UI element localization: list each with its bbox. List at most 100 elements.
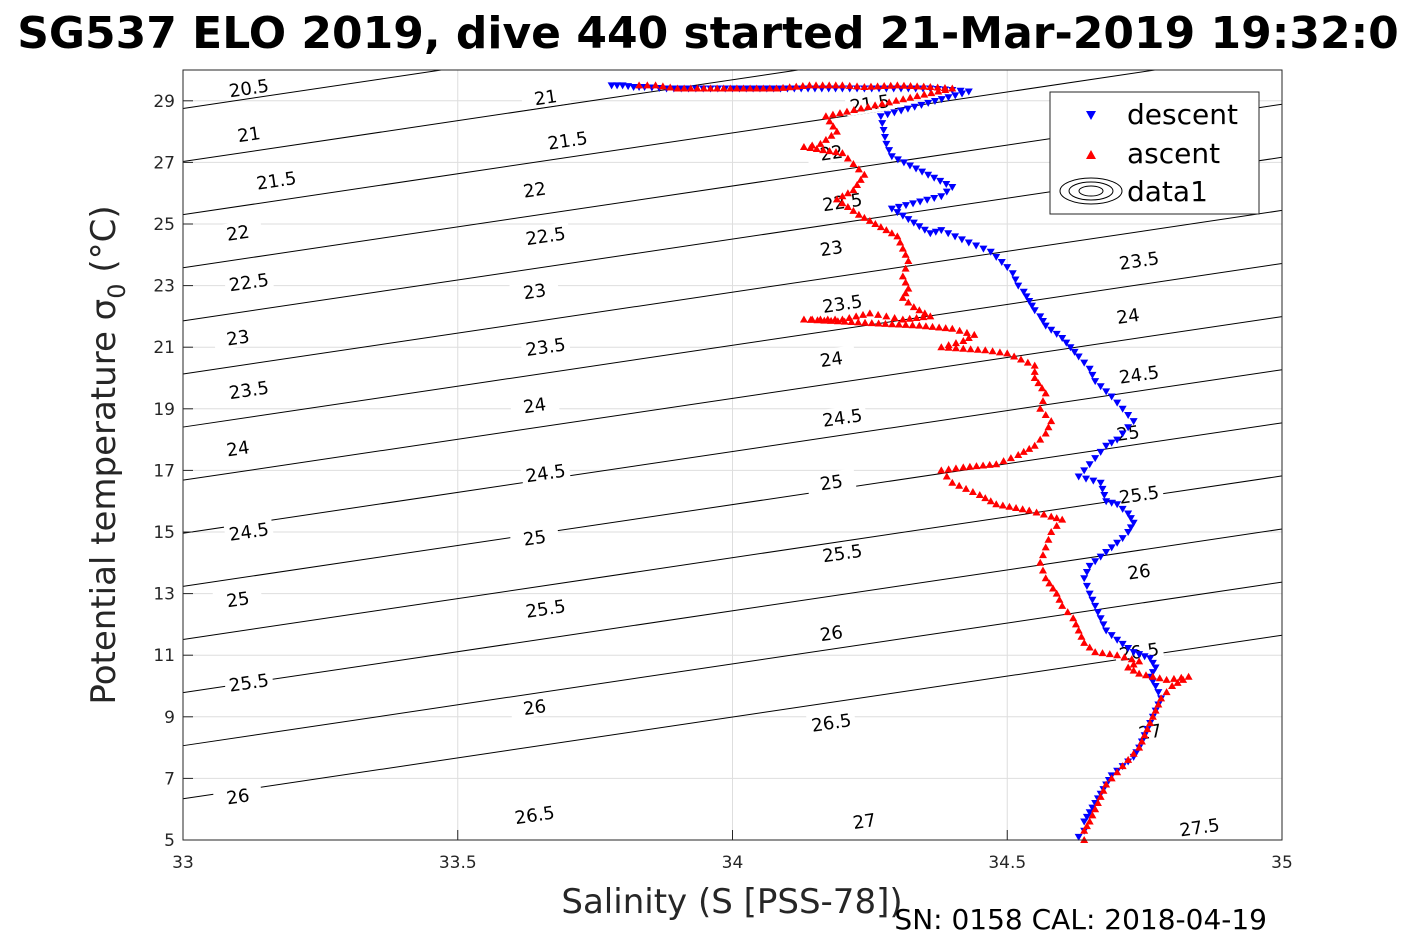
descent-point <box>1148 659 1157 667</box>
y-axis-label-subscript: 0 <box>103 283 131 298</box>
ascent-point <box>1129 666 1138 674</box>
descent-point <box>904 216 913 224</box>
descent-point <box>1008 270 1017 278</box>
ascent-point <box>898 293 907 301</box>
descent-point <box>1019 288 1028 296</box>
descent-point <box>1140 653 1149 661</box>
ascent-point <box>1032 508 1041 516</box>
ascent-point <box>843 203 852 211</box>
contour-label-bg <box>817 289 868 317</box>
ascent-point <box>941 86 950 94</box>
contour-label-bg <box>520 459 571 486</box>
ascent-point <box>1034 379 1043 387</box>
ascent-point <box>1129 660 1138 668</box>
descent-point <box>1126 524 1135 532</box>
ascent-point <box>658 82 667 90</box>
ascent-point <box>887 229 896 237</box>
contour-label: 22 <box>522 179 548 203</box>
descent-point <box>951 92 960 100</box>
ascent-point <box>1113 768 1122 776</box>
ascent-point <box>1003 349 1012 357</box>
ascent-point <box>847 318 856 326</box>
descent-point <box>1088 804 1097 812</box>
x-axis-label: Salinity (S [PSS-78]) <box>561 882 902 922</box>
y-tick-label: 7 <box>164 769 175 789</box>
ascent-point <box>871 220 880 227</box>
ascent-point <box>850 106 859 114</box>
descent-point <box>917 101 926 109</box>
descent-point <box>1088 371 1097 379</box>
ascent-point <box>995 348 1004 356</box>
ascent-point <box>843 189 852 197</box>
descent-point <box>879 127 888 135</box>
ascent-point <box>1047 512 1056 520</box>
contour-label-bg <box>223 517 275 545</box>
descent-point <box>948 184 957 192</box>
ascent-point <box>913 82 922 90</box>
ascent-point <box>812 81 821 89</box>
ascent-point <box>888 320 897 328</box>
contour-label-bg <box>806 468 857 496</box>
contour-label-bg <box>509 693 560 720</box>
ascent-point <box>955 326 964 334</box>
ascent-point <box>942 472 951 480</box>
descent-point <box>997 258 1006 266</box>
ascent-point <box>860 213 869 221</box>
descent-point <box>918 168 927 176</box>
descent-point <box>1062 339 1071 347</box>
ascent-point <box>988 347 997 355</box>
descent-point <box>880 133 889 141</box>
ascent-point <box>920 90 929 98</box>
descent-point <box>964 239 973 247</box>
y-tick-label: 29 <box>153 92 175 112</box>
ascent-point <box>1052 514 1061 522</box>
ascent-point <box>1041 543 1050 551</box>
ascent-point <box>928 322 937 330</box>
contour-label: 26 <box>225 785 251 809</box>
ascent-point <box>1080 826 1089 834</box>
ascent-point <box>927 89 936 97</box>
ascent-point <box>1077 632 1086 640</box>
ascent-point <box>926 312 935 320</box>
ascent-point <box>838 199 847 207</box>
ascent-point <box>853 180 862 188</box>
descent-point <box>878 120 887 128</box>
descent-point <box>1066 344 1075 352</box>
ascent-point <box>901 289 910 297</box>
descent-point <box>1113 399 1122 407</box>
x-tick-label: 34 <box>722 853 744 873</box>
ascent-point <box>843 154 852 162</box>
descent-point <box>1091 602 1100 610</box>
descent-point <box>1074 353 1083 361</box>
ascent-point <box>926 82 935 90</box>
ascent-point <box>1162 675 1171 683</box>
contour-label-bg <box>212 434 264 462</box>
contour-label-bg <box>212 782 264 810</box>
ascent-point <box>1168 682 1177 689</box>
ascent-point <box>948 324 957 332</box>
chart-title: SG537 ELO 2019, dive 440 started 21-Mar-… <box>17 8 1399 59</box>
descent-point <box>912 165 921 173</box>
descent-point <box>951 233 960 241</box>
isopycnal-line <box>182 69 442 109</box>
contour-label: 26 <box>819 622 845 646</box>
ascent-point <box>806 315 815 323</box>
descent-point <box>979 245 988 253</box>
descent-point <box>1129 649 1138 657</box>
descent-point <box>1118 535 1127 543</box>
descent-point <box>957 236 966 244</box>
descent-point <box>931 228 940 236</box>
ascent-point <box>806 144 815 152</box>
ascent-point <box>955 481 964 489</box>
descent-point <box>1100 492 1109 500</box>
ascent-point <box>829 122 838 130</box>
contour-label-bg <box>509 391 560 419</box>
legend: descent ascent data1 <box>1049 91 1260 215</box>
ascent-point <box>825 81 834 89</box>
ascent-point <box>864 102 873 110</box>
ascent-point <box>1085 643 1094 651</box>
ascent-point <box>845 81 854 89</box>
descent-point <box>1047 326 1056 334</box>
ascent-point <box>759 84 768 92</box>
